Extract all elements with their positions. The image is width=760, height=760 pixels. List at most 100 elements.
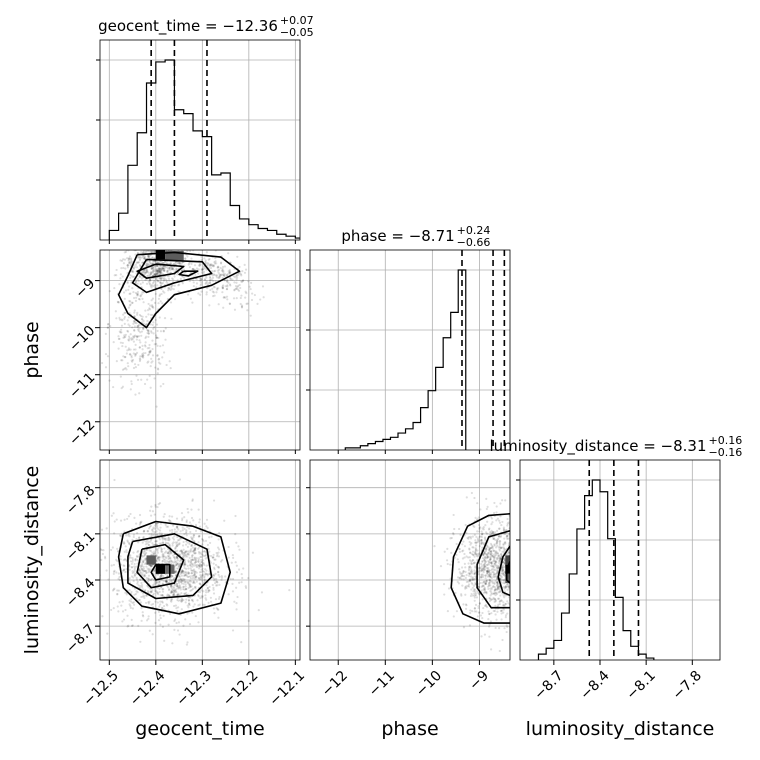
scatter-point: [147, 280, 150, 283]
scatter-point: [151, 544, 155, 547]
scatter-point: [489, 552, 492, 555]
scatter-point: [194, 529, 198, 533]
scatter-point: [528, 533, 530, 535]
scatter-point: [228, 272, 231, 275]
scatter-point: [175, 607, 178, 610]
scatter-point: [460, 594, 463, 597]
scatter-point: [458, 547, 461, 551]
scatter-point: [132, 348, 136, 351]
scatter-point: [474, 516, 477, 519]
scatter-point: [189, 577, 192, 580]
scatter-point: [162, 604, 166, 608]
scatter-point: [125, 551, 128, 554]
scatter-point: [473, 572, 476, 576]
scatter-point: [253, 293, 257, 297]
scatter-point: [502, 572, 505, 575]
scatter-point: [205, 598, 208, 601]
scatter-point: [168, 515, 171, 518]
scatter-point: [528, 574, 530, 576]
scatter-point: [128, 337, 131, 340]
scatter-point: [199, 574, 202, 577]
scatter-point: [206, 262, 209, 265]
scatter-point: [502, 569, 505, 572]
scatter-point: [168, 233, 170, 235]
scatter-point: [490, 592, 493, 596]
scatter-point: [216, 565, 219, 568]
scatter-point: [493, 544, 496, 547]
scatter-point: [113, 587, 116, 590]
scatter-point: [132, 266, 135, 270]
scatter-point: [212, 499, 216, 502]
scatter-point: [148, 349, 152, 352]
scatter-point: [472, 584, 476, 588]
scatter-point: [245, 292, 248, 295]
scatter-point: [185, 553, 188, 556]
scatter-point: [493, 558, 496, 561]
scatter-point: [146, 309, 150, 312]
scatter-point: [171, 267, 175, 270]
scatter-point: [130, 618, 133, 622]
scatter-point: [473, 588, 476, 591]
scatter-point: [131, 360, 134, 363]
scatter-point: [165, 581, 168, 584]
scatter-point: [489, 530, 492, 534]
scatter-point: [510, 534, 512, 536]
panel-frame: [519, 459, 721, 661]
scatter-point: [494, 546, 498, 549]
scatter-point: [142, 560, 145, 564]
scatter-point: [193, 540, 196, 543]
scatter-point: [144, 589, 147, 592]
scatter-point: [210, 535, 213, 538]
scatter-point: [183, 276, 186, 279]
scatter-point: [155, 336, 159, 339]
scatter-point: [503, 559, 506, 562]
scatter-point: [201, 574, 204, 577]
scatter-point: [134, 393, 137, 396]
scatter-point: [215, 274, 218, 277]
scatter-point: [159, 282, 162, 285]
scatter-point: [489, 515, 493, 518]
scatter-point: [119, 375, 122, 378]
scatter-point: [247, 280, 250, 283]
scatter-point: [541, 573, 543, 575]
scatter-point: [132, 290, 135, 294]
scatter-point: [505, 534, 508, 538]
scatter-point: [148, 260, 151, 263]
scatter-point: [515, 563, 517, 565]
scatter-point: [172, 585, 175, 588]
scatter-point: [129, 512, 132, 516]
contour-level-2: [136, 543, 185, 589]
scatter-point: [493, 543, 496, 546]
scatter-point: [524, 606, 526, 608]
scatter-point: [123, 336, 126, 339]
scatter-point: [506, 625, 509, 629]
scatter-point: [160, 269, 163, 272]
scatter-point: [186, 612, 189, 615]
scatter-point: [512, 624, 514, 626]
scatter-point: [190, 547, 193, 551]
scatter-point: [106, 355, 110, 358]
scatter-point: [202, 554, 205, 558]
scatter-point: [235, 586, 238, 589]
scatter-point: [242, 567, 245, 570]
scatter-point: [188, 542, 191, 546]
scatter-point: [199, 278, 202, 281]
scatter-point: [145, 250, 148, 253]
scatter-point: [128, 261, 131, 264]
scatter-point: [471, 594, 475, 597]
scatter-point: [136, 555, 139, 559]
scatter-point: [237, 284, 240, 287]
scatter-point: [499, 559, 502, 563]
scatter-point: [180, 269, 184, 272]
scatter-point: [150, 299, 153, 302]
scatter-point: [129, 333, 132, 336]
scatter-point: [201, 538, 204, 541]
scatter-point: [168, 545, 172, 548]
scatter-point: [221, 559, 224, 562]
scatter-point: [205, 281, 208, 284]
scatter-point: [512, 594, 514, 596]
scatter-point: [133, 562, 136, 566]
scatter-point: [150, 357, 153, 360]
scatter-point: [190, 585, 193, 588]
scatter-point: [486, 556, 489, 559]
